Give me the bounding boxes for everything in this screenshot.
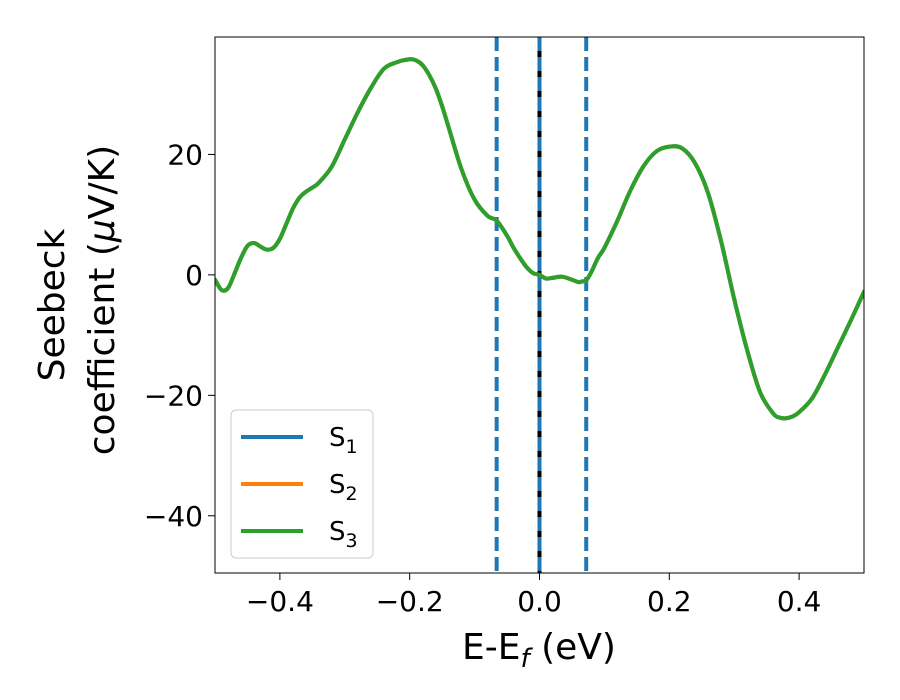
series-line-s3 (215, 57, 864, 421)
legend: S1 S2 S3 (230, 409, 374, 559)
x-axis-title-main: E-E (462, 627, 520, 668)
vlines-layer (494, 37, 589, 573)
y-tick-label: −20 (144, 379, 203, 412)
y-ticks-layer: 20 0 −20 −40 (144, 138, 215, 533)
y-axis-title: Seebeck coefficient (μV/K) (32, 145, 123, 455)
legend-label-s1: S1 (329, 423, 358, 458)
x-axis-title-unit: (eV) (530, 627, 616, 668)
y-tick-label: 20 (167, 138, 203, 171)
x-ticks-layer: −0.4 −0.2 0.0 0.2 0.4 (246, 573, 821, 618)
y-axis-title-mu: μ (82, 219, 123, 243)
legend-label-s3: S3 (329, 517, 358, 552)
series-layer (215, 57, 864, 421)
y-axis-title-line2: coefficient (μV/K) (82, 145, 123, 455)
legend-label-s2: S2 (329, 470, 358, 505)
y-axis-title-suffix: V/K) (82, 145, 123, 219)
x-axis-title: E-Ef (eV) (462, 627, 616, 674)
x-tick-label: 0.2 (647, 585, 692, 618)
y-tick-label: −40 (144, 500, 203, 533)
x-tick-label: 0.4 (777, 585, 822, 618)
x-tick-label: −0.4 (246, 585, 314, 618)
y-axis-title-prefix: coefficient ( (82, 242, 123, 455)
x-tick-label: −0.2 (376, 585, 444, 618)
y-tick-label: 0 (185, 259, 203, 292)
y-axis-title-line1: Seebeck (32, 228, 73, 381)
x-tick-label: 0.0 (517, 585, 562, 618)
